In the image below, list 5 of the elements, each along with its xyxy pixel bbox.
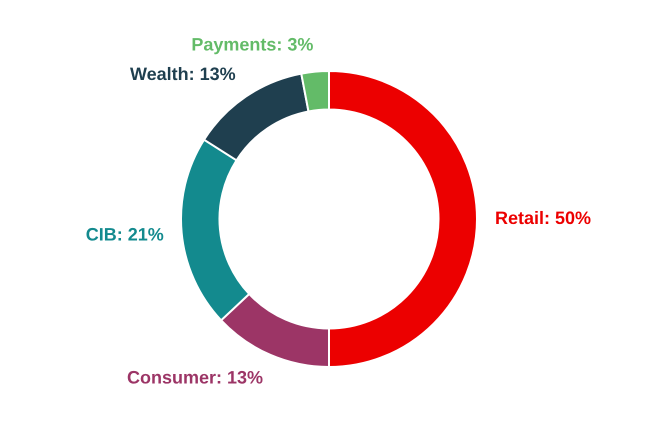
slice-label: Consumer: 13% [127, 368, 264, 388]
slice-label: Wealth: 13% [130, 64, 236, 84]
slice-label: CIB: 21% [86, 224, 164, 244]
slice-label: Payments: 3% [191, 34, 314, 55]
slice-label: Retail: 50% [495, 208, 592, 228]
